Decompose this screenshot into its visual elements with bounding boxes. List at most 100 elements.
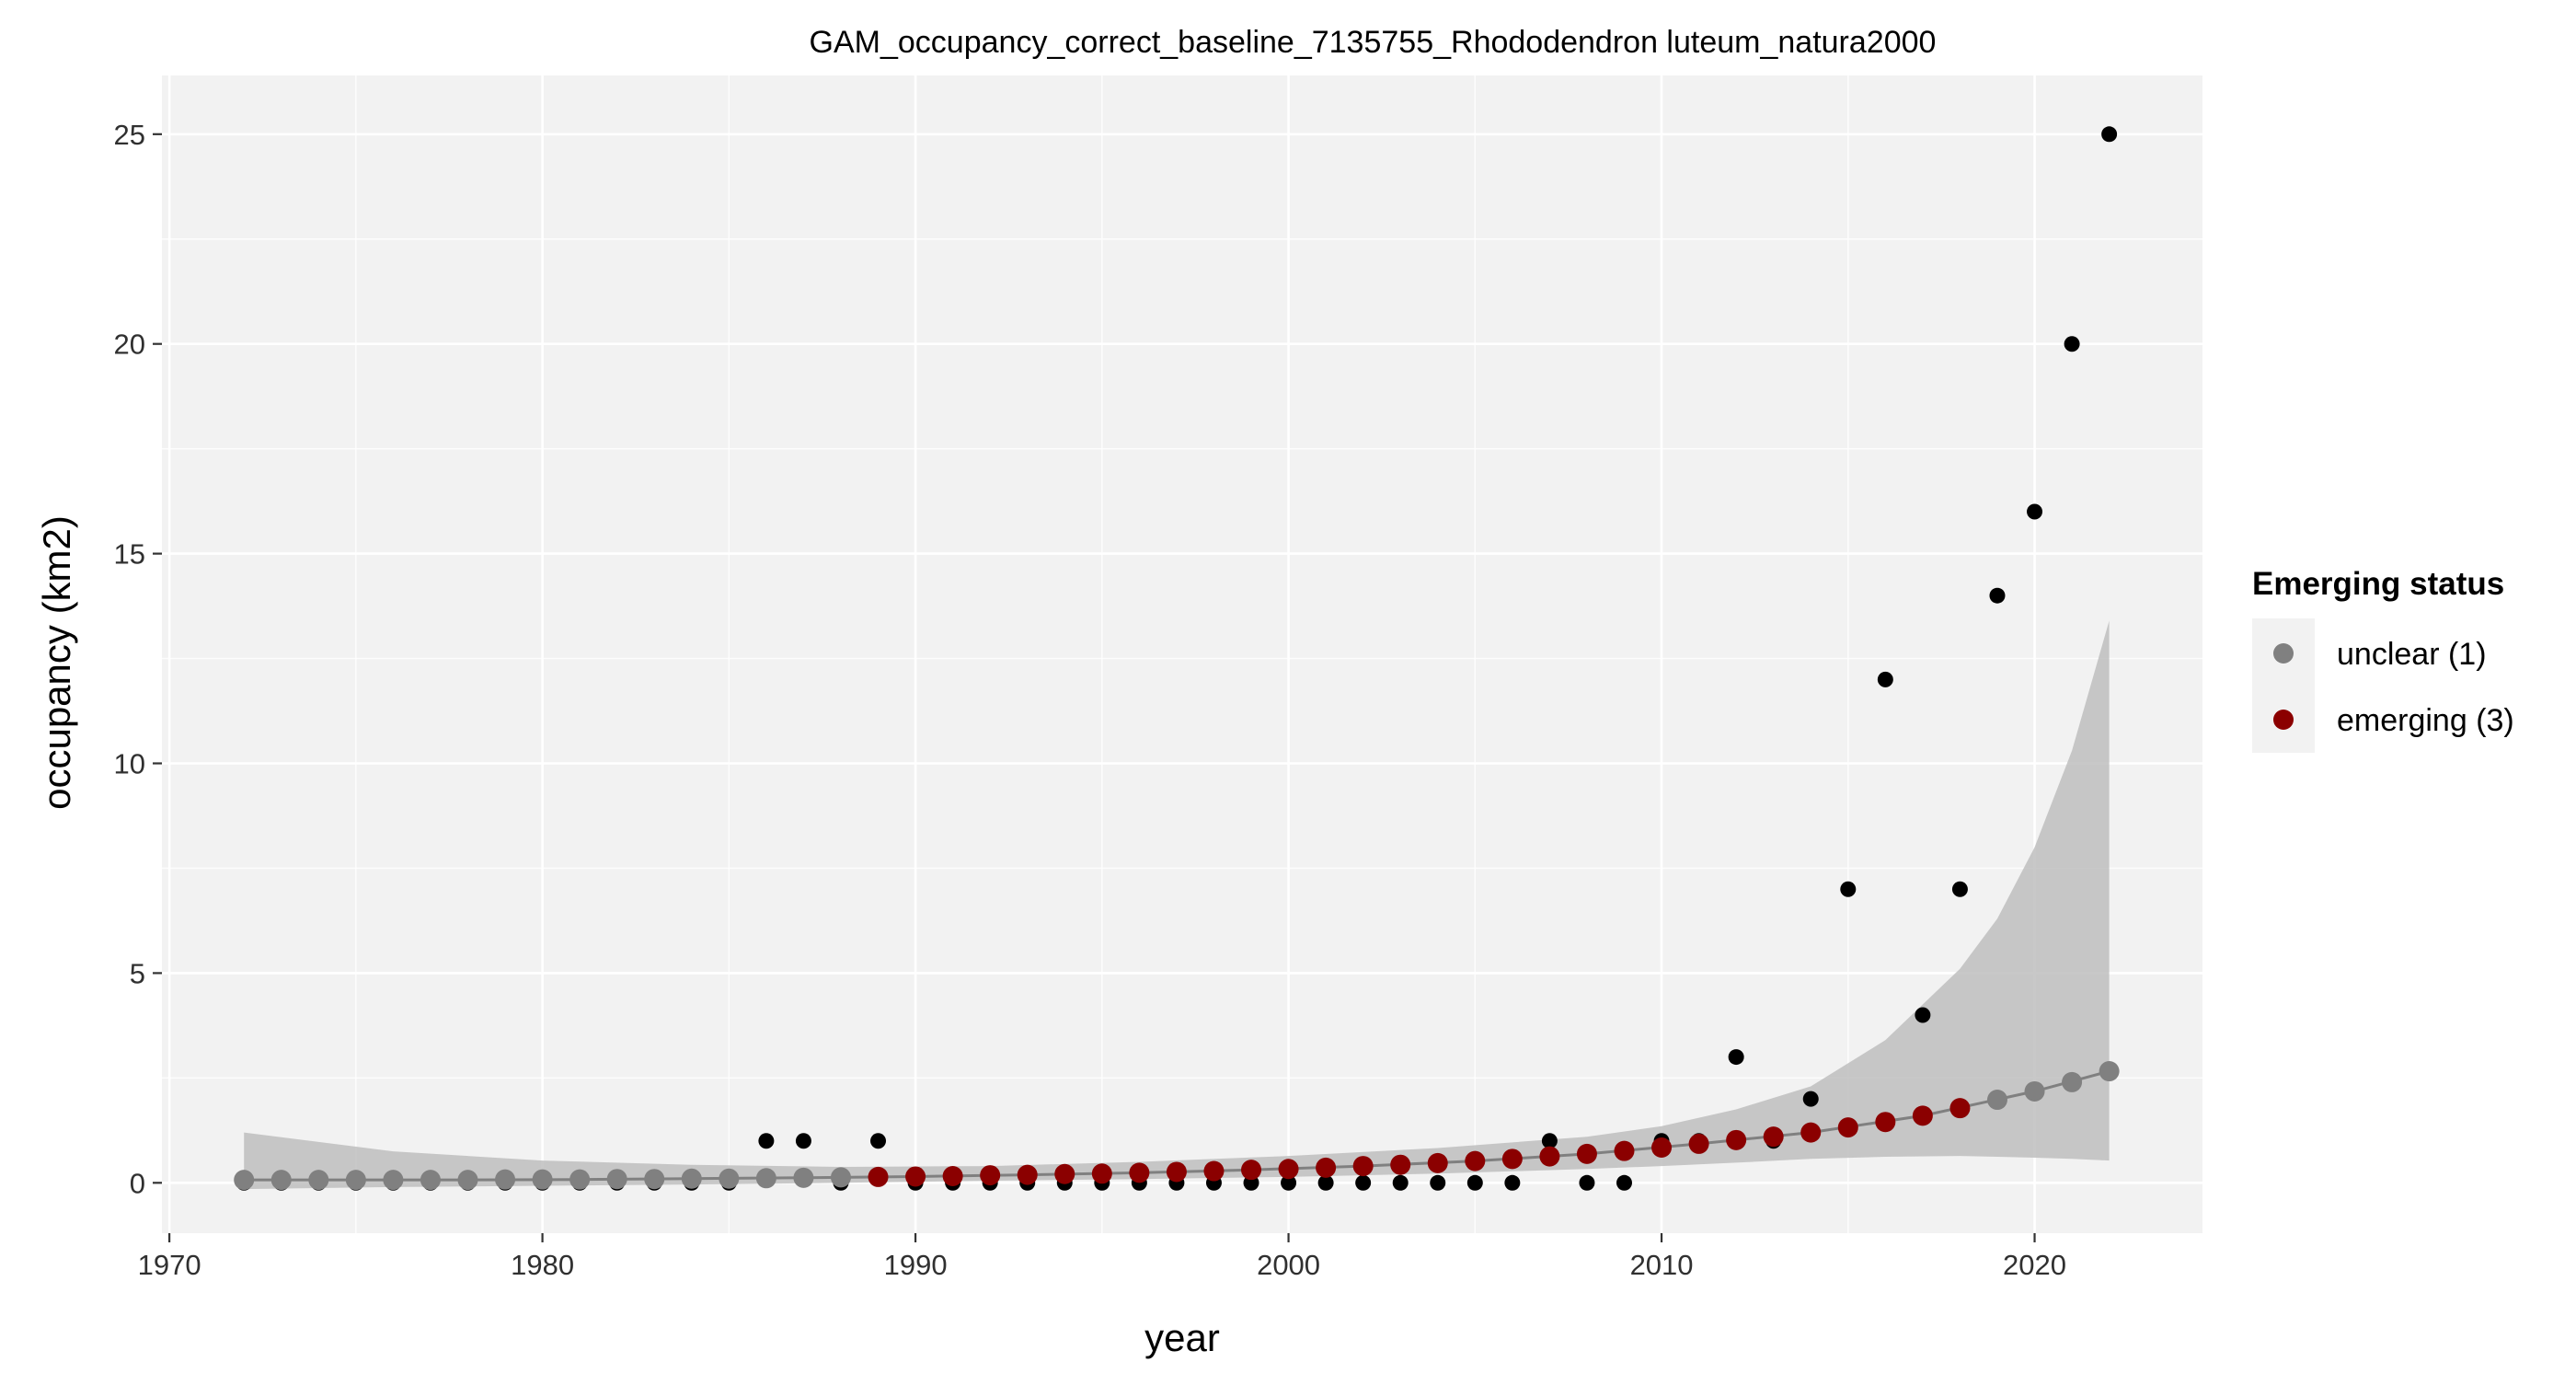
fitted-point-emerging xyxy=(1427,1152,1448,1173)
observed-point xyxy=(1579,1174,1595,1191)
fitted-point-emerging xyxy=(1763,1126,1784,1148)
fitted-point-unclear xyxy=(569,1169,591,1190)
observed-point xyxy=(1616,1174,1632,1191)
y-tick-label: 5 xyxy=(130,957,145,989)
fitted-point-emerging xyxy=(1912,1105,1933,1126)
legend: Emerging status unclear (1) emerging (3) xyxy=(2252,566,2514,753)
fitted-point-emerging xyxy=(868,1166,889,1187)
fitted-point-unclear xyxy=(495,1169,516,1190)
observed-point xyxy=(1728,1049,1744,1066)
fitted-point-emerging xyxy=(1539,1146,1560,1167)
fitted-point-emerging xyxy=(1688,1133,1709,1154)
y-tick-label: 20 xyxy=(114,329,145,361)
legend-key xyxy=(2273,710,2294,730)
observed-point xyxy=(795,1133,811,1149)
fitted-point-unclear xyxy=(234,1170,255,1191)
observed-point xyxy=(1802,1091,1819,1107)
fitted-point-emerging xyxy=(1465,1150,1486,1171)
y-axis: 0 5 10 15 20 25 xyxy=(114,119,162,1199)
fitted-point-emerging xyxy=(1875,1112,1896,1133)
fitted-point-unclear xyxy=(383,1170,404,1191)
fitted-point-emerging xyxy=(942,1166,963,1187)
fitted-point-unclear xyxy=(345,1170,366,1191)
x-tick-label: 1990 xyxy=(884,1249,948,1281)
fitted-point-unclear xyxy=(532,1169,553,1190)
x-axis-title: year xyxy=(1144,1316,1220,1359)
legend-label: emerging (3) xyxy=(2337,703,2514,738)
fitted-point-emerging xyxy=(1576,1143,1597,1164)
y-axis-title: occupancy (km2) xyxy=(35,515,78,810)
fitted-point-unclear xyxy=(420,1170,441,1191)
legend-entries: unclear (1) emerging (3) xyxy=(2273,637,2514,738)
fitted-point-unclear xyxy=(2062,1071,2083,1092)
observed-point xyxy=(1430,1174,1446,1191)
fitted-point-unclear xyxy=(681,1168,702,1189)
x-tick-label: 2010 xyxy=(1630,1249,1694,1281)
fitted-point-emerging xyxy=(905,1166,926,1187)
chart-title: GAM_occupancy_correct_baseline_7135755_R… xyxy=(810,25,1937,60)
fitted-point-unclear xyxy=(1986,1090,2007,1111)
fit-line-layer xyxy=(244,1069,2110,1182)
legend-label: unclear (1) xyxy=(2337,637,2487,672)
observed-point xyxy=(1466,1174,1483,1191)
observed-point xyxy=(2064,336,2080,352)
fitted-point-emerging xyxy=(1203,1160,1225,1182)
observed-point xyxy=(1392,1174,1409,1191)
observed-point xyxy=(1989,587,2006,604)
fitted-point-unclear xyxy=(2099,1061,2120,1082)
observed-point xyxy=(1355,1174,1372,1191)
observed-point xyxy=(870,1133,887,1149)
observed-point xyxy=(758,1133,775,1149)
confidence-ribbon xyxy=(244,620,2110,1190)
fitted-point-unclear xyxy=(457,1170,478,1191)
fitted-point-emerging xyxy=(1800,1122,1822,1143)
fitted-point-unclear xyxy=(606,1169,627,1190)
fitted-point-unclear xyxy=(755,1168,776,1189)
fitted-point-emerging xyxy=(1316,1157,1337,1178)
legend-title: Emerging status xyxy=(2252,566,2504,602)
observed-point xyxy=(1317,1174,1334,1191)
x-tick-label: 1980 xyxy=(511,1249,574,1281)
fitted-point-emerging xyxy=(1241,1160,1262,1181)
y-tick-label: 10 xyxy=(114,748,145,780)
observed-point xyxy=(1915,1007,1931,1023)
fitted-point-unclear xyxy=(644,1169,665,1190)
fitted-point-unclear xyxy=(830,1167,851,1188)
fitted-point-emerging xyxy=(1651,1137,1673,1159)
grid-major xyxy=(162,75,2202,1233)
grid-minor xyxy=(162,75,2202,1233)
x-tick-label: 1970 xyxy=(138,1249,201,1281)
x-axis: 1970 1980 1990 2000 2010 2020 xyxy=(138,1233,2066,1281)
fitted-point-unclear xyxy=(270,1170,292,1191)
fitted-point-emerging xyxy=(1278,1159,1299,1180)
fitted-point-emerging xyxy=(1949,1098,1971,1119)
fitted-point-emerging xyxy=(1501,1148,1523,1170)
fitted-point-emerging xyxy=(1166,1161,1187,1183)
confidence-ribbon-layer xyxy=(244,620,2110,1190)
fitted-point-emerging xyxy=(1054,1163,1075,1184)
y-tick-label: 0 xyxy=(130,1167,145,1199)
fitted-point-unclear xyxy=(793,1167,814,1188)
x-tick-label: 2000 xyxy=(1257,1249,1320,1281)
fitted-point-emerging xyxy=(1614,1140,1635,1161)
observed-point xyxy=(1281,1174,1297,1191)
x-tick-label: 2020 xyxy=(2003,1249,2066,1281)
fitted-point-emerging xyxy=(980,1165,1001,1186)
fitted-point-emerging xyxy=(1091,1163,1112,1184)
fit-line xyxy=(244,1069,2110,1182)
fitted-point-unclear xyxy=(2024,1080,2045,1102)
fitted-point-emerging xyxy=(1352,1156,1374,1177)
legend-key xyxy=(2273,643,2294,664)
observed-point xyxy=(1541,1133,1558,1149)
fitted-point-unclear xyxy=(719,1168,740,1189)
observed-point xyxy=(1840,881,1857,897)
fitted-point-emerging xyxy=(1837,1117,1858,1138)
legend-key-background xyxy=(2252,618,2315,753)
y-tick-label: 15 xyxy=(114,538,145,571)
observed-point xyxy=(1504,1174,1521,1191)
plot-panel xyxy=(162,75,2202,1233)
observed-point xyxy=(1877,671,1893,687)
observed-point xyxy=(2027,503,2043,520)
